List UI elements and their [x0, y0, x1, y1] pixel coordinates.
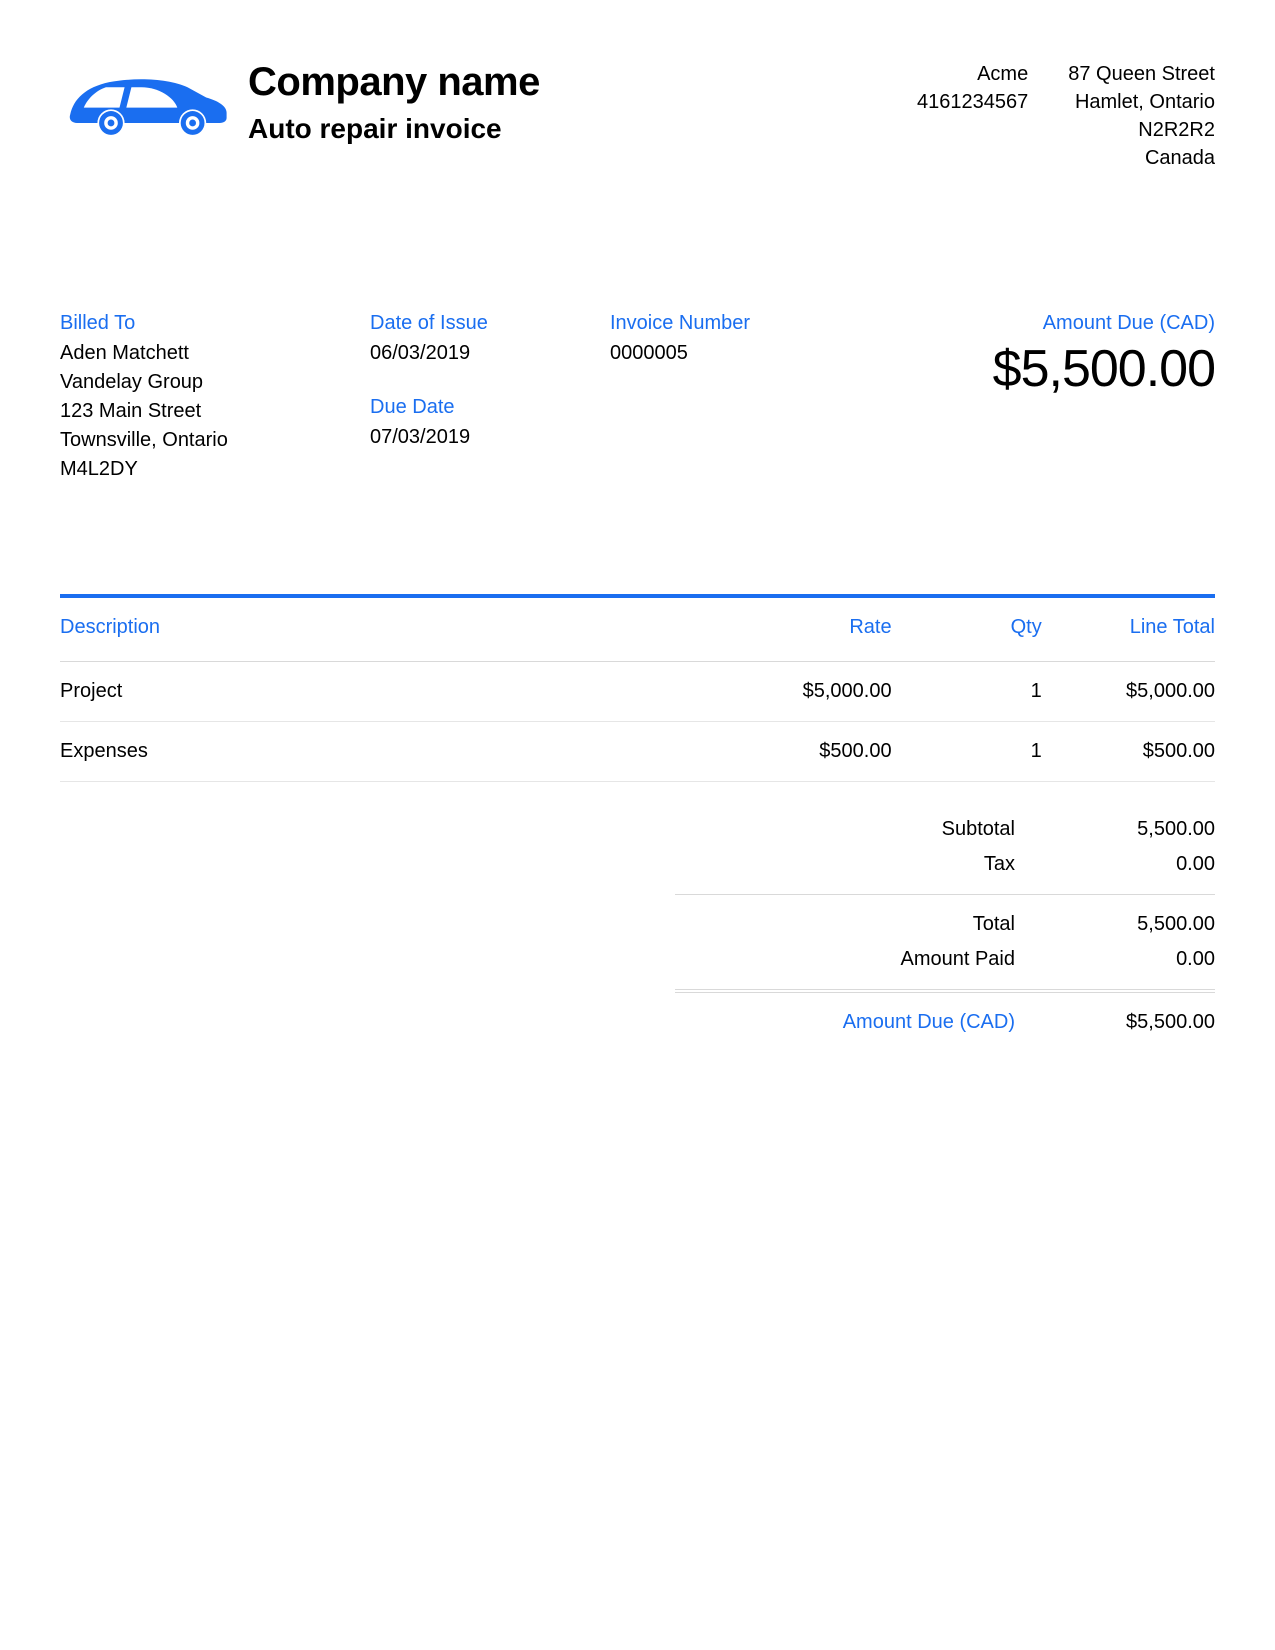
billed-to-postal: M4L2DY [60, 455, 370, 484]
billed-to-name: Aden Matchett [60, 339, 370, 368]
company-address-postal: N2R2R2 [1068, 116, 1215, 144]
car-icon [60, 60, 230, 145]
cell-qty: 1 [892, 722, 1042, 782]
logo-block: Company name Auto repair invoice [60, 60, 540, 145]
due-date-value: 07/03/2019 [370, 423, 610, 452]
table-header-row: Description Rate Qty Line Total [60, 598, 1215, 662]
company-address-street: 87 Queen Street [1068, 60, 1215, 88]
total-value: 5,500.00 [1075, 913, 1215, 936]
tax-row: Tax 0.00 [675, 847, 1215, 882]
totals-divider [675, 894, 1215, 895]
total-label: Total [675, 913, 1075, 936]
tax-value: 0.00 [1075, 853, 1215, 876]
invoice-number-value: 0000005 [610, 339, 830, 368]
company-address-country: Canada [1068, 144, 1215, 172]
cell-description: Project [60, 662, 695, 722]
company-contact-phone: 4161234567 [917, 88, 1028, 116]
line-items-section: Description Rate Qty Line Total Project … [60, 594, 1215, 782]
billed-to-street: 123 Main Street [60, 397, 370, 426]
col-line-total: Line Total [1042, 598, 1215, 662]
col-rate: Rate [695, 598, 891, 662]
cell-qty: 1 [892, 662, 1042, 722]
amount-due-value: $5,500.00 [830, 339, 1215, 399]
subtotal-row: Subtotal 5,500.00 [675, 812, 1215, 847]
billed-to-company: Vandelay Group [60, 368, 370, 397]
amount-paid-row: Amount Paid 0.00 [675, 942, 1215, 977]
subtotal-value: 5,500.00 [1075, 818, 1215, 841]
amount-due-total-value: $5,500.00 [1075, 1011, 1215, 1034]
company-contact-name: Acme [917, 60, 1028, 88]
amount-due-row: Amount Due (CAD) $5,500.00 [675, 1005, 1215, 1040]
total-row: Total 5,500.00 [675, 907, 1215, 942]
amount-due-block: Amount Due (CAD) $5,500.00 [830, 312, 1215, 484]
tax-label: Tax [675, 853, 1075, 876]
company-name: Company name [248, 60, 540, 105]
due-date-label: Due Date [370, 396, 610, 419]
line-items-table: Description Rate Qty Line Total Project … [60, 598, 1215, 782]
header: Company name Auto repair invoice Acme 41… [60, 60, 1215, 172]
cell-description: Expenses [60, 722, 695, 782]
cell-rate: $500.00 [695, 722, 891, 782]
billed-to-city: Townsville, Ontario [60, 426, 370, 455]
company-address-city: Hamlet, Ontario [1068, 88, 1215, 116]
table-row: Project $5,000.00 1 $5,000.00 [60, 662, 1215, 722]
col-qty: Qty [892, 598, 1042, 662]
document-subtitle: Auto repair invoice [248, 113, 540, 145]
company-title-block: Company name Auto repair invoice [248, 60, 540, 145]
cell-rate: $5,000.00 [695, 662, 891, 722]
company-contact: Acme 4161234567 [917, 60, 1028, 172]
cell-line-total: $5,000.00 [1042, 662, 1215, 722]
subtotal-label: Subtotal [675, 818, 1075, 841]
col-description: Description [60, 598, 695, 662]
billed-to-block: Billed To Aden Matchett Vandelay Group 1… [60, 312, 370, 484]
invoice-number-block: Invoice Number 0000005 [610, 312, 830, 484]
invoice-meta: Billed To Aden Matchett Vandelay Group 1… [60, 312, 1215, 484]
table-row: Expenses $500.00 1 $500.00 [60, 722, 1215, 782]
amount-paid-label: Amount Paid [675, 948, 1075, 971]
amount-due-total-label: Amount Due (CAD) [675, 1011, 1075, 1034]
cell-line-total: $500.00 [1042, 722, 1215, 782]
dates-block: Date of Issue 06/03/2019 Due Date 07/03/… [370, 312, 610, 484]
company-address: 87 Queen Street Hamlet, Ontario N2R2R2 C… [1068, 60, 1215, 172]
totals-divider-double [675, 989, 1215, 993]
date-of-issue-value: 06/03/2019 [370, 339, 610, 368]
company-info: Acme 4161234567 87 Queen Street Hamlet, … [917, 60, 1215, 172]
due-date-block: Due Date 07/03/2019 [370, 396, 610, 452]
billed-to-label: Billed To [60, 312, 370, 335]
amount-paid-value: 0.00 [1075, 948, 1215, 971]
invoice-number-label: Invoice Number [610, 312, 830, 335]
totals-block: Subtotal 5,500.00 Tax 0.00 Total 5,500.0… [675, 812, 1215, 1040]
date-of-issue-label: Date of Issue [370, 312, 610, 335]
amount-due-label: Amount Due (CAD) [830, 312, 1215, 335]
